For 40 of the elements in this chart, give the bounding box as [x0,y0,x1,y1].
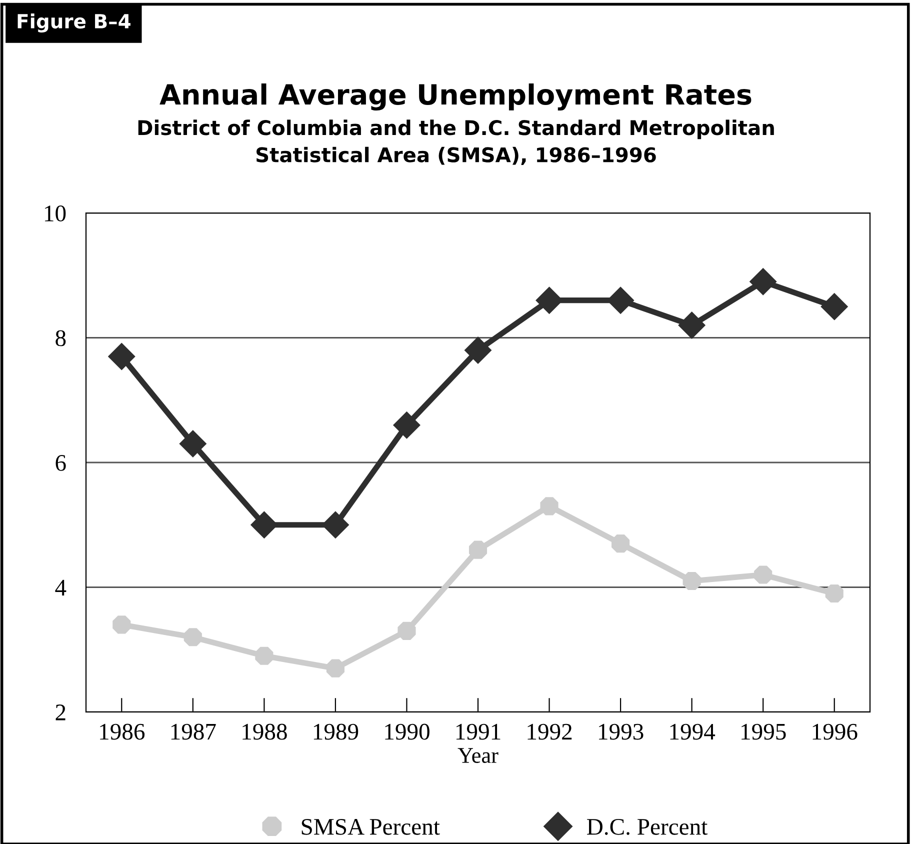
point [464,336,492,364]
x-tick-label: 1992 [528,724,572,740]
point [179,430,206,458]
point [326,659,344,678]
y-tick-label: 6 [56,455,66,471]
x-tick-label: 1995 [742,724,786,740]
y-tick-label: 10 [45,205,66,222]
x-tick-label: 1993 [599,724,644,740]
x-tick-label: 1988 [242,724,287,740]
point [754,566,772,584]
x-axis-title: Year [458,748,498,763]
point [393,412,420,439]
point [540,497,558,516]
x-tick-label: 1996 [812,724,858,740]
point [820,293,848,320]
point [468,540,488,559]
point [184,628,202,646]
y-tick-label: 4 [55,580,66,596]
x-tick-label: 1989 [314,724,358,740]
point [398,622,416,640]
chart-subtitle: District of Columbia and the D.C. Standard Metropolitan Statistical Area (SMSA), 1986–1996 [138,120,774,165]
x-tick-label: 1987 [171,724,216,740]
point [682,572,701,590]
text: Figure B–4 [18,14,130,32]
point [612,534,630,553]
x-tick-label: 1986 [100,724,145,740]
point [255,646,274,665]
y-tick-label: 2 [56,704,66,720]
legend-label: SMSA Percent [302,818,440,835]
x-tick-label: 1990 [385,724,430,740]
point [108,343,136,370]
y-tick-label: 8 [56,330,66,346]
x-tick-label: 1991 [456,724,500,740]
legend-label: D.C. Percent [587,818,708,835]
point [825,584,844,603]
point [112,616,131,634]
point [678,312,706,339]
x-tick-label: 1994 [670,724,716,740]
chart-title: Annual Average Unemployment Rates [160,83,752,111]
point [750,268,777,296]
